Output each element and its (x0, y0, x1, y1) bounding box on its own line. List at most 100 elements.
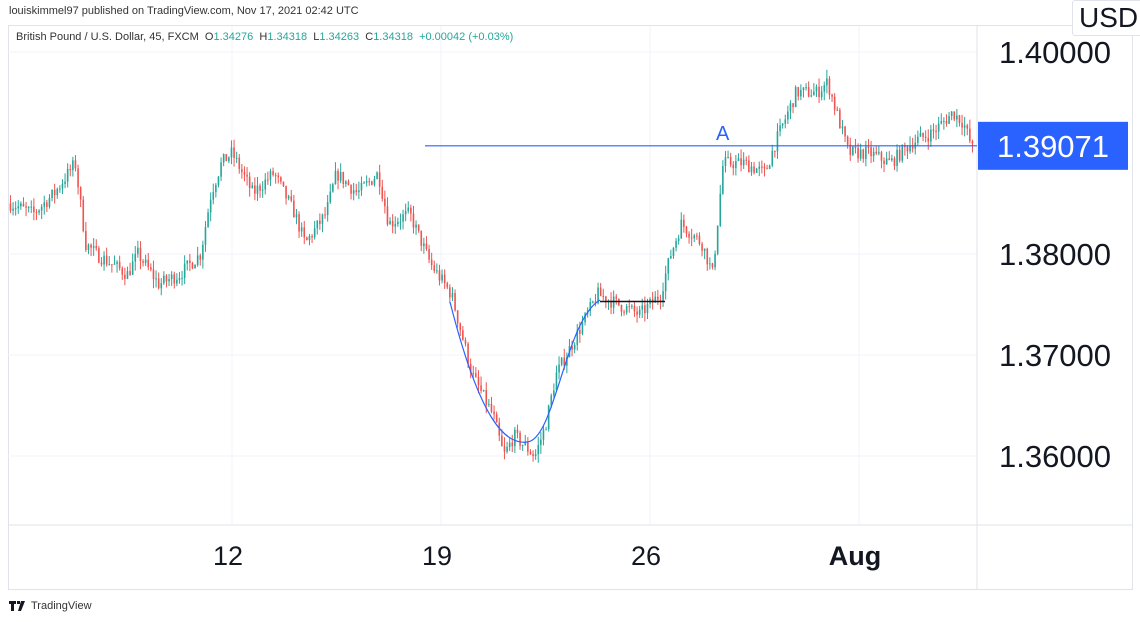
candle-body (277, 175, 280, 178)
candle-body (865, 146, 867, 159)
symbol-legend: British Pound / U.S. Dollar, 45, FXCM O1… (16, 31, 513, 43)
tradingview-logo[interactable]: TradingView (9, 600, 92, 612)
candle-body (108, 264, 111, 266)
candle-body (209, 199, 212, 213)
candle-body (316, 220, 319, 229)
candle-body (732, 164, 735, 169)
candle-body (742, 159, 745, 166)
candle-body (610, 300, 612, 308)
candle-body (417, 224, 420, 231)
candle-body (797, 87, 800, 97)
candle-body (711, 263, 714, 268)
candle-body (423, 243, 425, 246)
candle-body (293, 200, 295, 218)
candle-body (443, 274, 446, 284)
candle-body (469, 363, 472, 373)
candle-body (854, 146, 857, 148)
candle-body (368, 181, 371, 183)
candle-body (103, 255, 105, 265)
candle-body (789, 103, 792, 112)
candle-body (306, 237, 308, 241)
candle-body (623, 311, 625, 313)
currency-button[interactable]: USD (1072, 0, 1140, 36)
candle-body (540, 439, 542, 445)
candle-body (901, 145, 904, 161)
candle-body (714, 253, 716, 268)
candle-body (966, 125, 969, 129)
candle-body (646, 303, 649, 314)
candle-body (178, 278, 181, 280)
candle-body (105, 255, 108, 265)
candle-body (186, 260, 189, 264)
candle-body (163, 275, 165, 284)
candle-body (937, 123, 940, 132)
candle-body (589, 302, 592, 312)
candle-body (768, 165, 771, 169)
candle-body (477, 376, 480, 386)
candle-body (909, 145, 911, 152)
candle-body (956, 115, 958, 120)
candle-body (662, 291, 664, 301)
candle-body (358, 190, 360, 193)
candle-body (436, 270, 438, 272)
candle-body (150, 267, 152, 270)
candle-body (69, 168, 72, 171)
candle-body (485, 390, 488, 405)
brand-name: TradingView (31, 600, 92, 612)
candle-body (17, 206, 20, 209)
candle-body (220, 162, 222, 177)
candle-body (870, 147, 872, 157)
candle-body (428, 249, 430, 260)
candle-body (784, 119, 787, 124)
candle-body (334, 170, 337, 185)
close-label: C (365, 31, 374, 43)
candle-body (35, 212, 38, 214)
candle-body (170, 274, 173, 280)
candle-body (581, 322, 584, 334)
candle-body (737, 158, 740, 162)
candle-body (77, 168, 79, 188)
candle-body (698, 235, 701, 244)
candle-body (433, 265, 436, 272)
candle-body (495, 414, 498, 423)
candle-body (636, 311, 638, 315)
candle-body (337, 170, 339, 181)
candle-body (690, 237, 693, 239)
candle-body (176, 279, 178, 284)
candle-body (397, 221, 399, 225)
cup-curve[interactable] (449, 299, 601, 443)
candle-body (321, 214, 324, 224)
candle-body (243, 172, 246, 175)
candle-body (311, 236, 313, 238)
candle-body (235, 157, 238, 159)
candle-body (735, 161, 737, 169)
candle-body (594, 301, 597, 304)
candle-body (202, 244, 204, 260)
candle-body (724, 157, 727, 166)
close-value: 1.34318 (373, 31, 413, 43)
candle-body (56, 188, 59, 196)
candle-body (363, 182, 365, 184)
low-label: L (313, 31, 320, 43)
candle-body (87, 244, 90, 251)
candle-body (524, 442, 527, 445)
time-tick-label: 19 (422, 541, 452, 571)
candle-body (113, 263, 116, 265)
candle-body (508, 442, 511, 447)
candle-body (142, 261, 144, 263)
candle-body (961, 122, 963, 128)
candle-body (480, 385, 482, 391)
candle-body (553, 390, 555, 396)
candle-body (542, 429, 545, 440)
last-price-label: 1.39071 (997, 129, 1109, 164)
low-value: 1.34263 (319, 31, 360, 43)
candle-body (285, 185, 287, 199)
candle-body (352, 190, 355, 194)
candle-body (308, 236, 311, 241)
candle-body (945, 120, 948, 124)
price-tick-label: 1.40000 (999, 35, 1111, 70)
candle-body (709, 263, 711, 265)
candle-body (82, 199, 85, 232)
candle-body (911, 145, 914, 149)
